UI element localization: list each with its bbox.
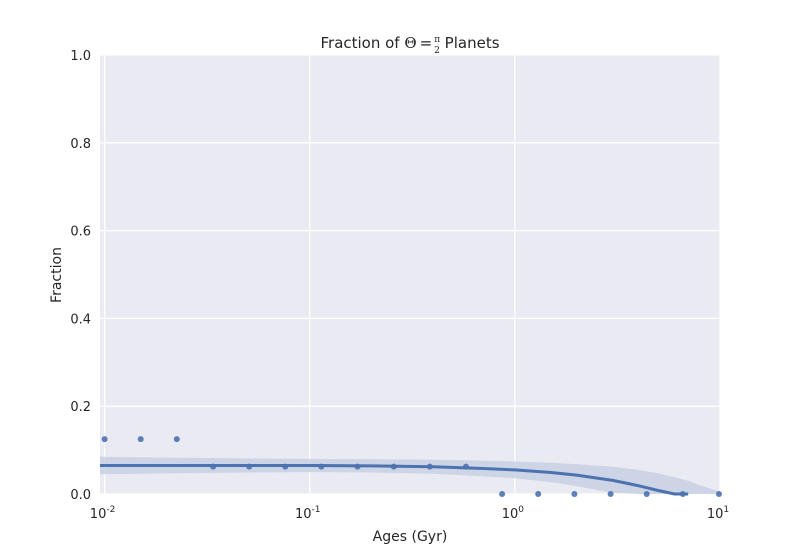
x-tick-base: 10 <box>295 507 312 522</box>
data-point <box>716 491 722 497</box>
data-point <box>607 491 614 497</box>
fit-line-layer <box>100 464 689 496</box>
data-point <box>354 463 361 470</box>
data-point <box>535 491 542 497</box>
x-tick-label: 10-1 <box>295 505 321 522</box>
x-tick-label: 101 <box>707 505 729 522</box>
chart-title: Fraction of Θ = π 2 Planets <box>320 34 499 56</box>
data-point <box>246 463 253 470</box>
x-tick-label: 10-2 <box>90 505 116 522</box>
chart-title-frac-denominator: 2 <box>434 46 440 56</box>
chart-title-theta: Θ <box>404 34 416 52</box>
data-point <box>390 463 397 470</box>
x-tick-base: 10 <box>707 507 724 522</box>
y-tick-label: 0.8 <box>70 137 91 152</box>
data-point <box>463 463 469 470</box>
data-point <box>679 491 686 497</box>
y-tick-label: 1.0 <box>70 49 91 64</box>
data-point <box>173 436 180 443</box>
chart-title-equals: = <box>420 34 433 52</box>
fit-line <box>100 464 689 496</box>
x-axis-label: Ages (Gyr) <box>373 529 448 545</box>
data-point <box>210 463 217 470</box>
data-point <box>101 436 108 443</box>
data-point <box>571 491 578 497</box>
grid-lines <box>100 54 721 495</box>
y-axis-label: Fraction <box>49 247 65 303</box>
scatter-points-layer <box>101 436 722 497</box>
y-tick-label: 0.0 <box>70 488 91 503</box>
x-tick-base: 10 <box>502 507 519 522</box>
x-tick-exponent: -2 <box>106 505 115 515</box>
chart-title-prefix: Fraction of <box>320 34 404 52</box>
y-tick-label: 0.6 <box>70 225 91 240</box>
data-point <box>137 436 144 443</box>
data-point <box>426 463 433 470</box>
plot-background <box>100 55 720 494</box>
x-tick-base: 10 <box>90 507 107 522</box>
x-tick-exponent: -1 <box>311 505 320 515</box>
x-tick-exponent: 1 <box>723 505 729 515</box>
x-tick-exponent: 0 <box>518 505 524 515</box>
x-tick-label: 100 <box>502 505 525 522</box>
data-point <box>499 491 506 497</box>
chart-title-suffix: Planets <box>440 34 500 52</box>
data-point <box>318 463 325 470</box>
tick-labels: 0.00.20.40.60.81.010-2 10-1 100 101 <box>70 49 729 522</box>
data-point <box>643 491 650 497</box>
y-tick-label: 0.2 <box>70 400 91 415</box>
data-point <box>282 463 289 470</box>
chart-title-frac-numerator: π <box>434 35 440 45</box>
y-tick-label: 0.4 <box>70 312 91 327</box>
